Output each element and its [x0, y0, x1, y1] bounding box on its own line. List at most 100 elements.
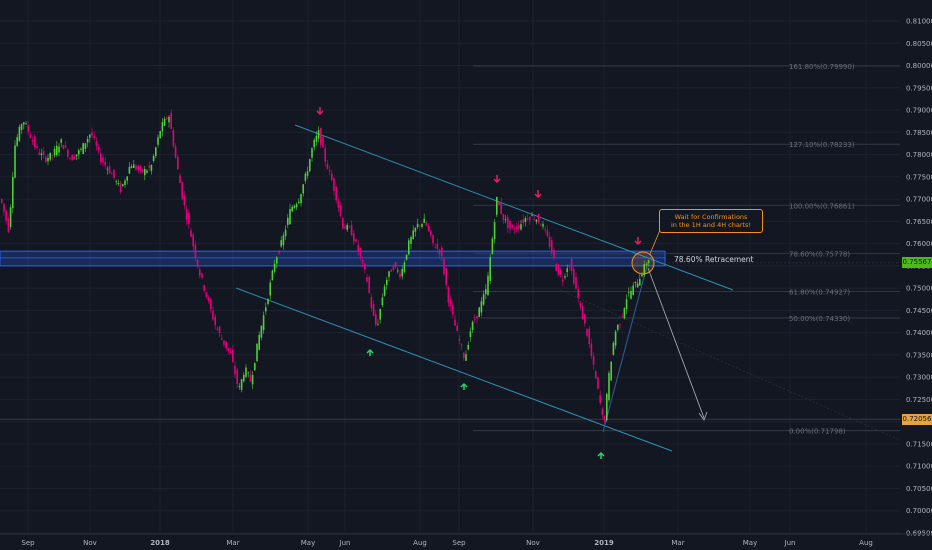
candle-body [478, 307, 480, 317]
candle-body [454, 319, 456, 326]
candle-body [40, 153, 43, 156]
candle-body [298, 201, 300, 204]
candle-body [339, 205, 342, 216]
hline-price-tag: 0.72056 [902, 413, 932, 425]
candle-body [509, 220, 511, 230]
up-arrow-icon [597, 451, 605, 459]
candle-body [617, 324, 619, 330]
candle-body [489, 257, 491, 281]
candle-body [414, 227, 417, 232]
candle-body [434, 247, 436, 249]
candle-body [469, 331, 472, 338]
candle-body [390, 269, 392, 272]
candle-body [51, 155, 54, 156]
candle-body [34, 136, 36, 147]
candle-body [630, 290, 632, 299]
candle-body [628, 292, 630, 294]
candle-body [590, 343, 593, 357]
candle-body [227, 347, 230, 351]
candle-body [315, 135, 318, 142]
candle-body [601, 408, 604, 416]
fib-label: 100.00%(0.76861) [789, 202, 855, 210]
candle-body [493, 222, 496, 240]
candle-body [150, 164, 153, 171]
candle-body [529, 217, 531, 221]
retracement-zone [0, 250, 666, 267]
candle-body [425, 222, 428, 226]
candle-body [564, 276, 566, 278]
candle-body [238, 386, 241, 387]
candle-body [240, 379, 243, 390]
candle-body [29, 134, 32, 138]
candle-body [452, 305, 454, 315]
candle-body [423, 218, 425, 223]
down-arrow-head [316, 110, 324, 116]
candle-body [408, 240, 410, 255]
candle-body [557, 264, 560, 276]
candle-body [295, 203, 298, 208]
candle-body [524, 218, 527, 222]
candle-body [14, 145, 16, 178]
candle-body [89, 134, 91, 138]
candle-body [42, 151, 45, 156]
time-tick-label: May [301, 539, 315, 547]
fib-label: 161.80%(0.79990) [789, 63, 855, 71]
candle-body [31, 140, 34, 142]
candle-body [623, 308, 626, 319]
candle-body [262, 315, 265, 331]
candle-body [67, 149, 69, 157]
candle-body [465, 354, 467, 361]
down-arrow-icon [634, 237, 642, 246]
candle-body [427, 226, 430, 231]
candle-body [95, 141, 98, 146]
candle-body [443, 259, 445, 275]
candle-body [203, 285, 205, 291]
candle-body [284, 229, 287, 237]
candle-body [137, 165, 139, 171]
candle-body [293, 205, 296, 208]
candle-body [568, 266, 571, 268]
candle-body [522, 219, 524, 224]
candle-body [487, 275, 489, 295]
candle-body [291, 206, 293, 212]
candle-body [199, 269, 201, 276]
price-axis-bg [900, 0, 932, 550]
candle-body [144, 168, 146, 176]
candle-body [342, 218, 344, 229]
candle-body [348, 226, 351, 228]
candle-body [603, 416, 606, 421]
candle-body [553, 249, 555, 259]
candle-body [335, 187, 337, 201]
candle-body [535, 219, 538, 222]
candle-body [157, 137, 159, 145]
candle-body [216, 328, 219, 330]
candle-body [449, 299, 452, 307]
up-arrow-head [366, 348, 374, 354]
candle-body [309, 159, 311, 172]
candle-body [537, 214, 540, 223]
candle-body [7, 218, 10, 232]
candle-body [271, 270, 274, 280]
up-arrow-icon [366, 348, 374, 356]
candle-body [106, 168, 109, 170]
fib-label: 0.00%(0.71798) [789, 428, 846, 436]
candle-body [181, 181, 183, 199]
candle-body [333, 178, 335, 192]
candle-body [249, 374, 252, 382]
candle-body [282, 235, 285, 246]
candle-body [320, 128, 322, 145]
candle-body [260, 325, 263, 338]
pivot-markers [316, 107, 642, 459]
candle-body [148, 165, 150, 168]
candle-body [383, 286, 386, 296]
candle-body [430, 230, 432, 235]
candle-body [540, 224, 542, 226]
time-tick-label: Nov [526, 539, 540, 547]
candle-body [212, 310, 214, 320]
